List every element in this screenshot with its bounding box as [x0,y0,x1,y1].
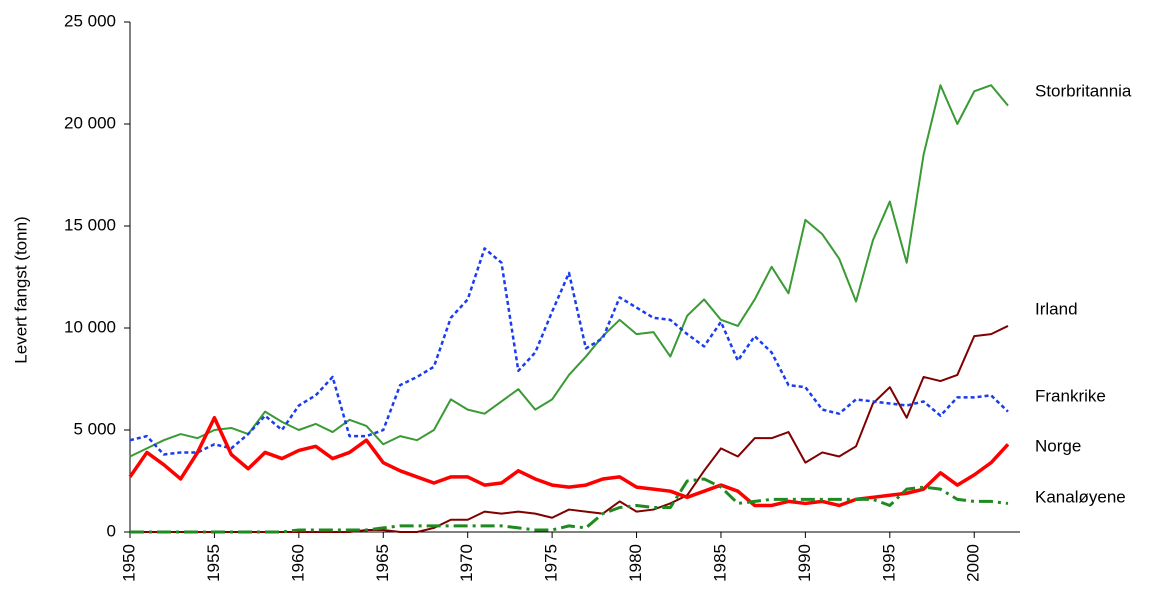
x-tick-label: 1960 [288,544,307,582]
y-tick-label: 20 000 [64,113,116,132]
series-line [129,247,1009,456]
y-tick-label: 10 000 [64,317,116,336]
series-label: Irland [1035,299,1078,318]
series-line [128,416,1010,508]
x-tick-label: 1955 [204,544,223,582]
series-label: Kanaløyene [1035,487,1126,506]
x-tick-label: 2000 [964,544,983,582]
series-line [130,477,1009,534]
x-tick-label: 1980 [626,544,645,582]
y-tick-label: 15 000 [64,215,116,234]
x-tick-label: 1970 [457,544,476,582]
x-tick-label: 1950 [119,544,138,582]
y-tick-label: 0 [107,521,116,540]
x-tick-label: 1995 [879,544,898,582]
x-tick-label: 1975 [542,544,561,582]
x-tick-label: 1965 [373,544,392,582]
y-tick-label: 5 000 [73,419,116,438]
x-tick-label: 1985 [710,544,729,582]
series-line [129,84,1009,458]
series-label: Storbritannia [1035,81,1132,100]
y-tick-label: 25 000 [64,11,116,30]
x-tick-label: 1990 [795,544,814,582]
series-label: Norge [1035,436,1081,455]
series-label: Frankrike [1035,386,1106,405]
y-axis-label: Levert fangst (tonn) [11,216,30,363]
